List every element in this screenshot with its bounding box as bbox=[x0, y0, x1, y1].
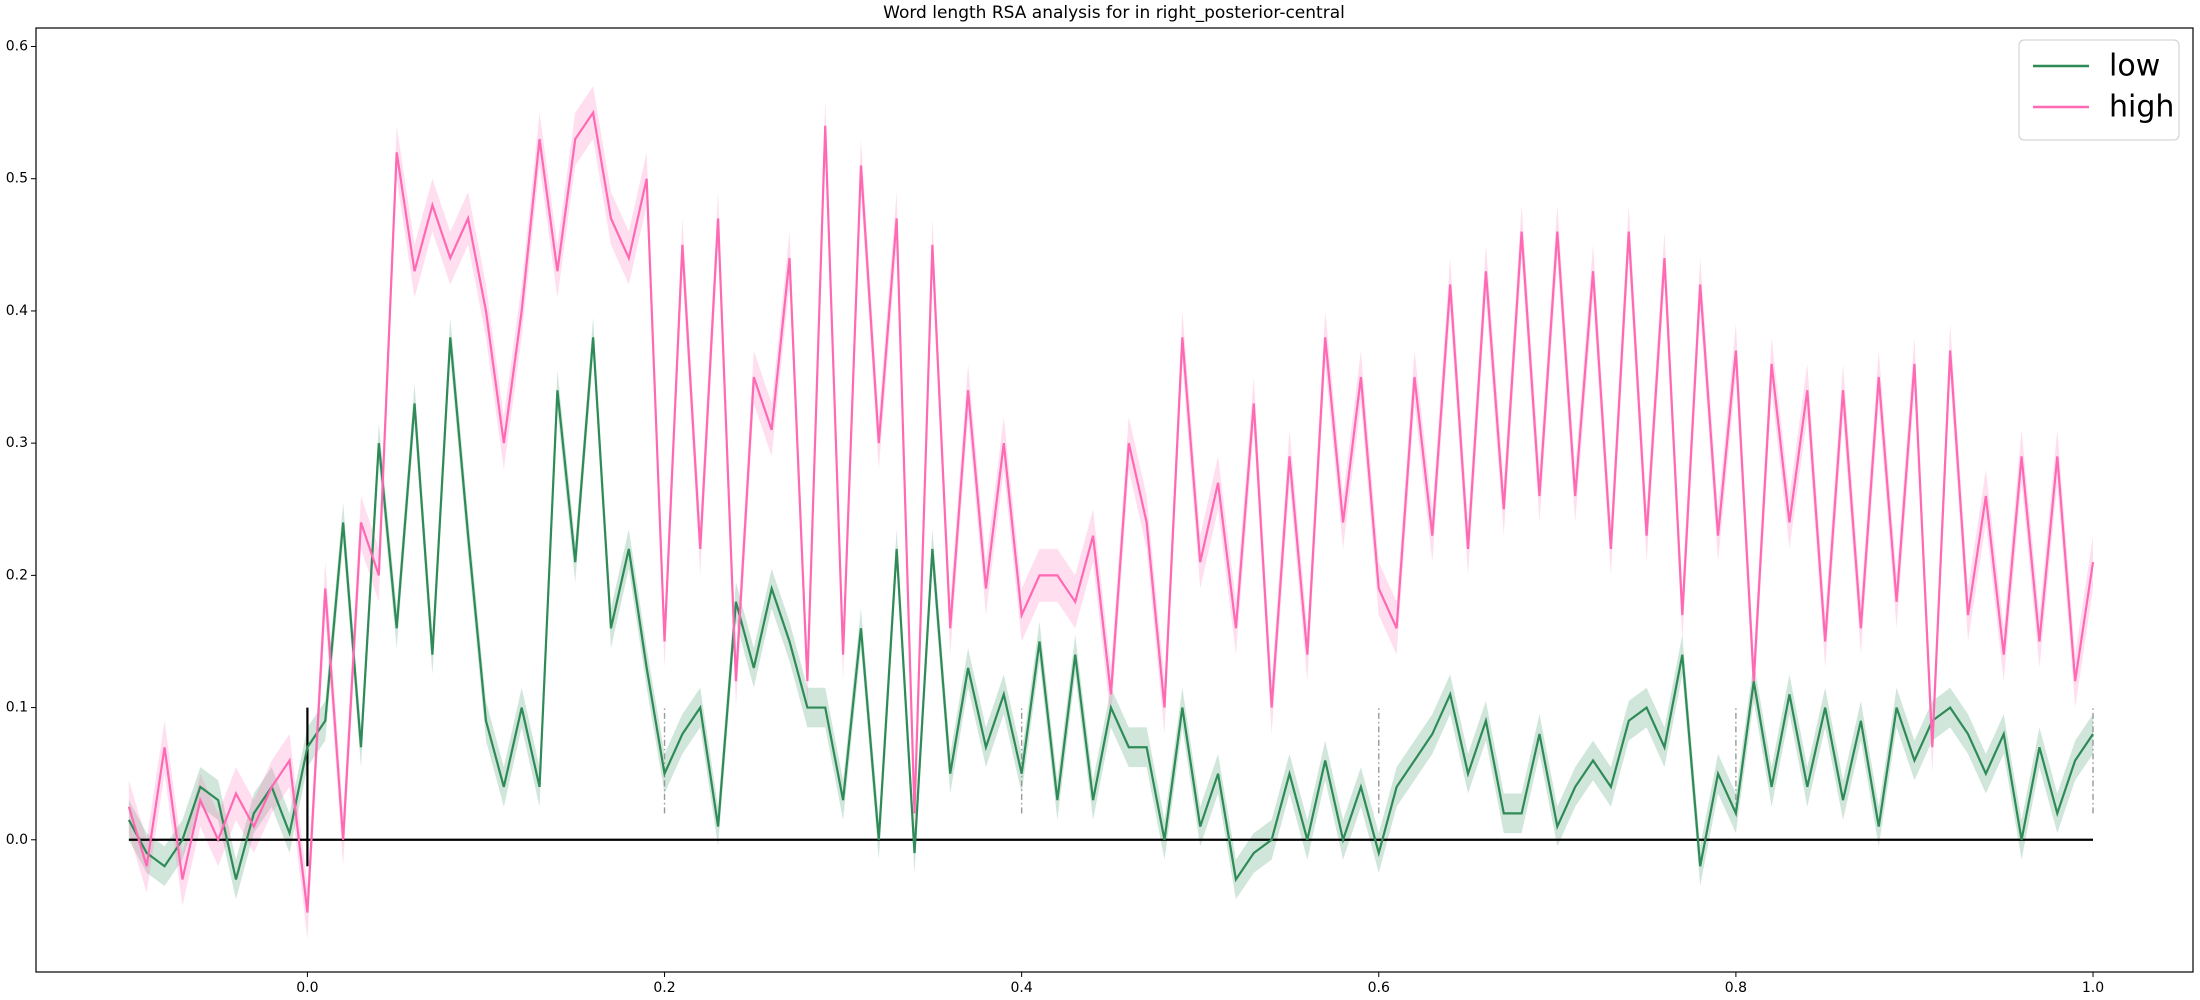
legend: low high bbox=[2018, 39, 2180, 141]
legend-label: low bbox=[2109, 49, 2160, 84]
series-line bbox=[127, 109, 2095, 913]
y-tick-label: 0.2 bbox=[6, 567, 28, 583]
y-tick-label: 0.0 bbox=[6, 832, 28, 848]
confidence-band bbox=[128, 317, 2094, 900]
y-tick-label: 0.1 bbox=[6, 700, 28, 716]
x-tick-label: 0.4 bbox=[1011, 980, 1033, 996]
legend-label: high bbox=[2109, 90, 2174, 125]
x-tick-label: 0.0 bbox=[296, 980, 318, 996]
x-tick-label: 0.6 bbox=[1368, 980, 1390, 996]
x-tick-label: 0.2 bbox=[653, 980, 675, 996]
chart-title: Word length RSA analysis for in right_po… bbox=[883, 3, 1345, 23]
y-tick-label: 0.3 bbox=[6, 435, 28, 451]
plot-frame bbox=[35, 27, 2194, 973]
x-tick-label: 0.8 bbox=[1725, 980, 1747, 996]
series-line bbox=[127, 337, 2094, 883]
y-tick-label: 0.4 bbox=[6, 303, 28, 319]
y-tick-label: 0.5 bbox=[6, 171, 28, 187]
y-tick-label: 0.6 bbox=[6, 39, 28, 55]
x-tick-label: 1.0 bbox=[2082, 980, 2104, 996]
